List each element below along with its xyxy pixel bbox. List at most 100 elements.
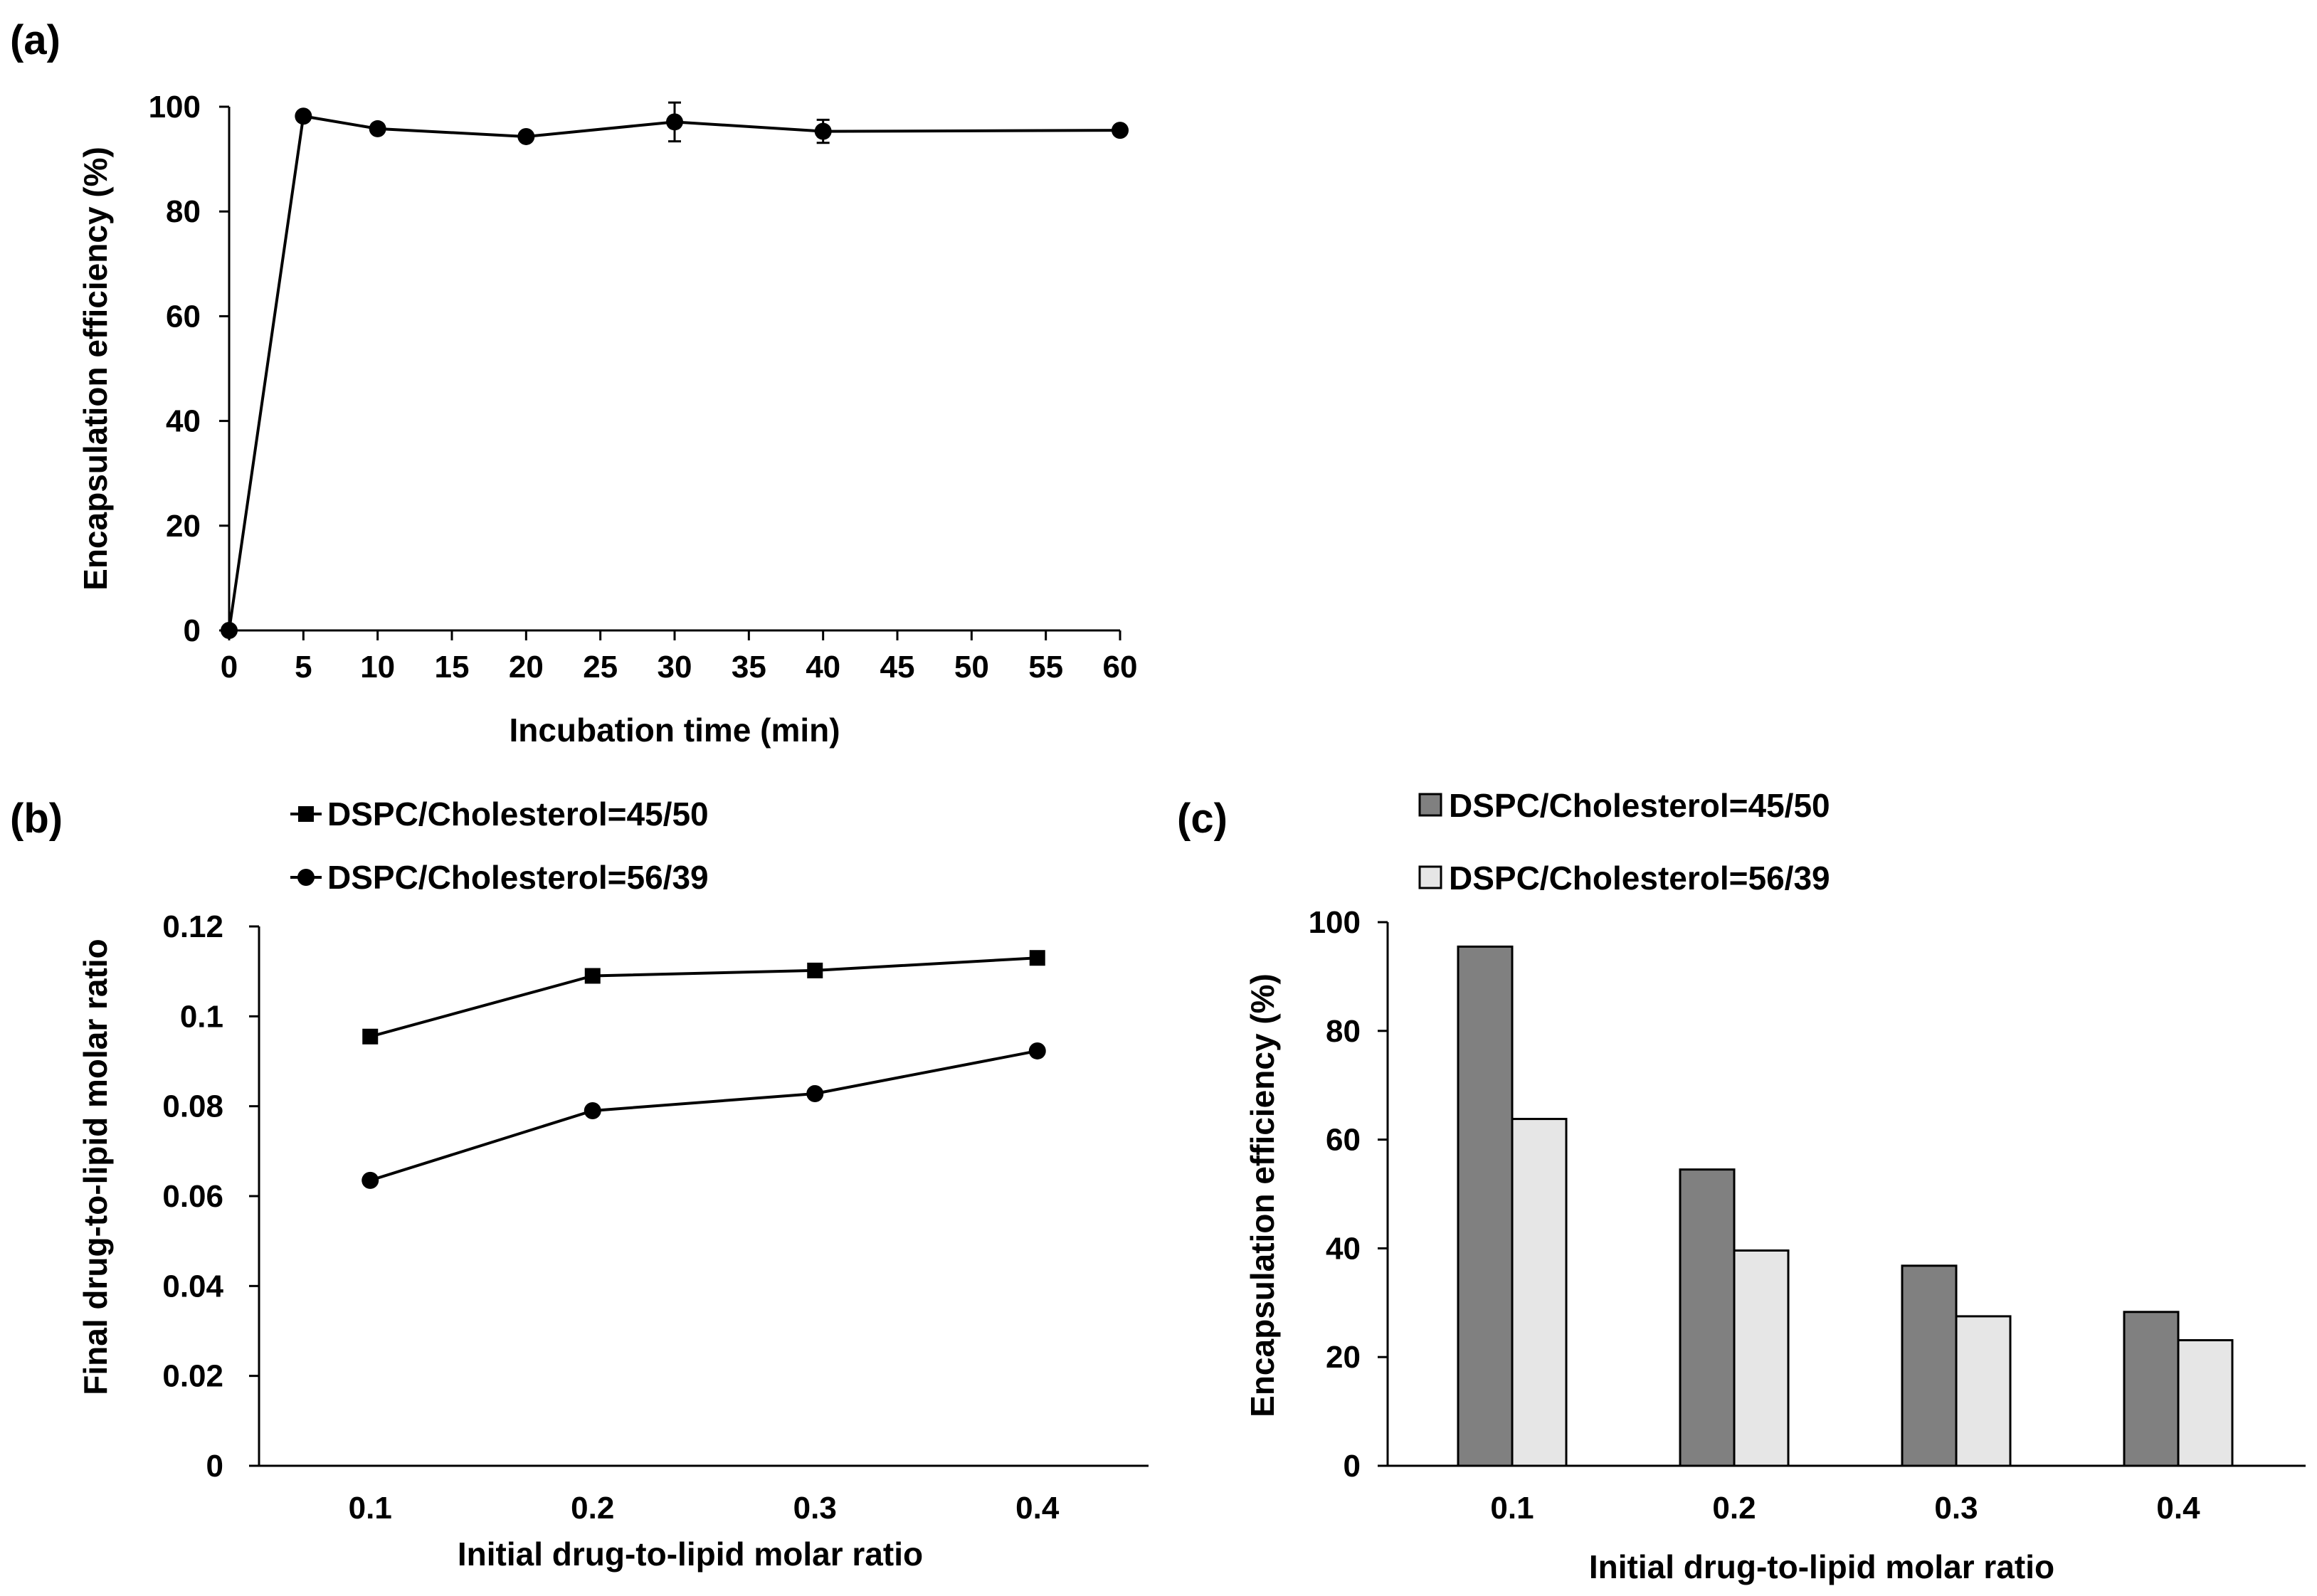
x-tick-label: 40 [806,650,840,685]
panel-a-y-ticks: 0 20 40 60 80 100 [149,90,229,648]
bar-1 [1679,1168,1736,1467]
legend-square-marker [298,806,314,822]
y-tick-label: 20 [166,509,201,544]
x-tick-label: 60 [1103,650,1138,685]
bar-1 [2123,1311,2180,1467]
panel-b-x-ticks: 0.1 0.2 0.3 0.4 [349,1491,1060,1526]
panel-c-legend-entry-2: DSPC/Cholesterol=56/39 [1418,860,1830,897]
panel-b-legend-label-2: DSPC/Cholesterol=56/39 [327,859,709,896]
x-tick-label: 0.1 [349,1491,392,1526]
panel-c-x-ticks: 0.1 0.2 0.3 0.4 [1490,1491,2200,1526]
data-point-circle [806,1084,824,1102]
panel-b-legend: DSPC/Cholesterol=45/50 DSPC/Cholesterol=… [290,796,709,896]
data-point-circle [1028,1042,1046,1059]
bar-2 [2177,1339,2234,1467]
legend-dark-swatch [1418,793,1442,817]
panel-a-series [221,101,1129,639]
y-tick-label: 100 [1309,905,1361,940]
x-tick-label: 10 [360,650,395,685]
y-tick-label: 0 [206,1449,223,1484]
data-point-square [362,1028,379,1045]
x-tick-label: 0 [221,650,238,685]
x-tick-label: 0.4 [2156,1491,2200,1526]
y-tick-label: 0.12 [162,909,223,944]
y-tick-label: 0.06 [162,1179,223,1214]
data-point [517,127,535,145]
x-tick-label: 35 [732,650,766,685]
y-tick-label: 60 [166,299,201,334]
data-point [369,120,386,137]
x-tick-label: 0.3 [793,1491,837,1526]
panel-c-y-ticks: 0 20 40 60 80 100 [1309,905,1388,1484]
data-point [666,113,683,131]
y-tick-label: 60 [1326,1123,1361,1158]
panel-c-legend-label-2: DSPC/Cholesterol=56/39 [1449,860,1830,897]
panel-c-bars [1457,945,2234,1467]
panel-c-legend-label-1: DSPC/Cholesterol=45/50 [1449,787,1830,824]
panel-c-bar-chart: (c) 0 20 40 60 80 100 0.1 0.2 0.3 0.4 DSPC/Chole… [1177,787,2306,1585]
y-tick-label: 80 [166,194,201,229]
y-tick-label: 0.04 [162,1269,223,1304]
y-tick-label: 0 [1344,1449,1361,1484]
panel-c-x-axis-title: Initial drug-to-lipid molar ratio [1589,1548,2054,1585]
x-tick-label: 0.2 [1712,1491,1756,1526]
panel-c-label: (c) [1177,796,1228,842]
x-tick-label: 20 [509,650,544,685]
x-tick-label: 25 [583,650,618,685]
data-point [814,122,832,140]
panel-a-y-axis-title: Encapsulation efficiency (%) [77,147,114,591]
panel-b-legend-entry-1: DSPC/Cholesterol=45/50 [290,796,709,833]
bar-1 [1457,945,1514,1467]
y-tick-label: 0.1 [180,999,223,1034]
bar-2 [1733,1249,1790,1467]
x-tick-label: 0.4 [1015,1491,1060,1526]
bar-1 [1901,1264,1958,1467]
x-tick-label: 45 [880,650,915,685]
data-point-circle [584,1101,601,1119]
data-point [221,622,238,639]
panel-c-legend-entry-1: DSPC/Cholesterol=45/50 [1418,787,1830,824]
y-tick-label: 0.02 [162,1359,223,1394]
y-tick-label: 80 [1326,1014,1361,1049]
x-tick-label: 15 [435,650,470,685]
y-tick-label: 100 [149,90,201,125]
legend-circle-marker [297,869,315,886]
panel-b-y-ticks: 0 0.02 0.04 0.06 0.08 0.1 0.12 [162,909,259,1484]
panel-b-x-axis-title: Initial drug-to-lipid molar ratio [458,1536,923,1573]
panel-b-legend-entry-2: DSPC/Cholesterol=56/39 [290,859,709,896]
data-point [1112,122,1129,139]
data-point-circle [361,1171,379,1189]
legend-light-swatch [1418,865,1442,889]
y-tick-label: 0 [184,613,201,648]
panel-b-line-chart: (b) 0.1 0.2 0.3 0.4 00.020.040.060.080.10.1… [10,796,1149,1573]
panel-c-legend: DSPC/Cholesterol=45/50 DSPC/Cholesterol=… [1418,787,1830,897]
panel-a-label: (a) [10,17,60,63]
y-tick-label: 0.08 [162,1089,223,1124]
panel-a-x-ticks: 0 5 10 15 20 25 30 35 40 45 50 55 60 [221,630,1138,685]
data-point-square [1029,950,1045,966]
panel-b-label: (b) [10,796,63,842]
data-point-square [584,968,601,984]
data-point [295,107,312,125]
x-tick-label: 5 [295,650,312,685]
y-tick-label: 40 [166,404,201,439]
x-tick-label: 0.3 [1934,1491,1978,1526]
series-line-1 [369,956,1038,1038]
bar-2 [1955,1315,2012,1467]
series-line-2 [369,1050,1038,1182]
y-tick-label: 20 [1326,1340,1361,1375]
y-tick-label: 40 [1326,1231,1361,1266]
x-tick-label: 50 [954,650,989,685]
x-tick-label: 30 [658,650,692,685]
x-tick-label: 55 [1028,650,1063,685]
panel-b-y-axis-title: Final drug-to-lipid molar ratio [77,939,114,1395]
panel-b-legend-label-1: DSPC/Cholesterol=45/50 [327,796,709,833]
panel-a-x-axis-title: Incubation time (min) [509,712,840,749]
bar-2 [1511,1118,1568,1467]
x-tick-label: 0.1 [1490,1491,1534,1526]
x-tick-label: 0.2 [571,1491,614,1526]
data-point-square [807,962,823,978]
panel-b-series [361,950,1046,1189]
panel-c-y-axis-title: Encapsulation efficiency (%) [1244,973,1281,1417]
